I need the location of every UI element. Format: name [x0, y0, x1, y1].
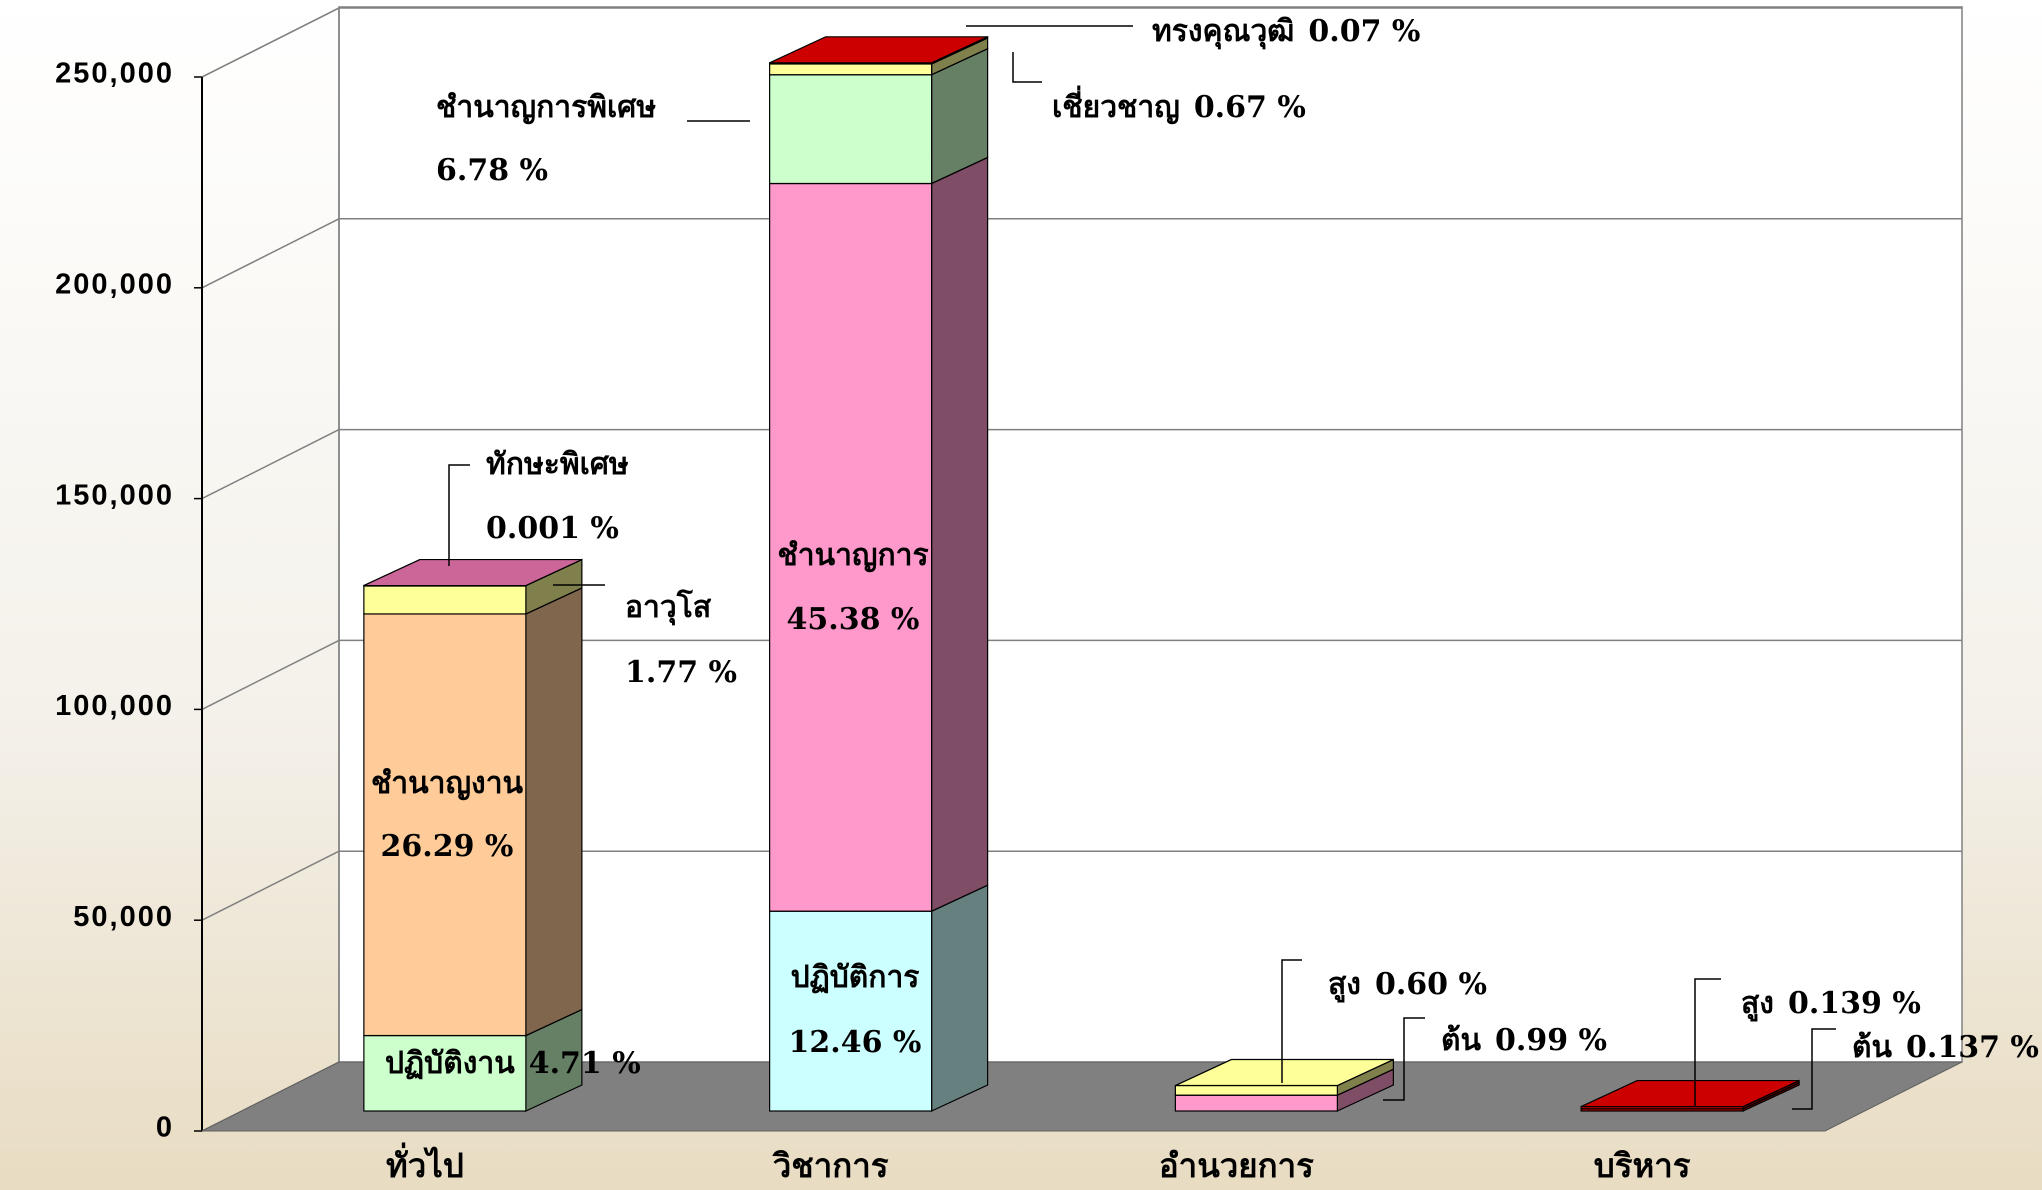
- share-label: 26.29 %: [381, 829, 514, 864]
- series-name: ทรงคุณวุฒิ: [1152, 14, 1294, 50]
- series-name: ต้น: [1441, 1023, 1481, 1058]
- share-label: 0.99 %: [1495, 1023, 1607, 1058]
- x-tick-label: บริหาร: [1594, 1146, 1691, 1185]
- series-name: สูง: [1328, 967, 1361, 1003]
- x-tick-label: อำนวยการ: [1159, 1146, 1314, 1185]
- y-tick-label: 100,000: [55, 690, 174, 722]
- share-label: 4.71 %: [529, 1046, 641, 1081]
- share-label: 0.139 %: [1788, 986, 1921, 1021]
- series-name: ชำนาญงาน: [371, 766, 524, 801]
- share-label: 0.137 %: [1906, 1030, 2039, 1065]
- x-tick-label: วิชาการ: [772, 1146, 888, 1185]
- bar: [364, 586, 526, 614]
- series-name: ต้น: [1852, 1030, 1892, 1065]
- bar: [1175, 1086, 1337, 1096]
- page: {"chart_data": {"type": "bar3d", "catego…: [0, 0, 2042, 1190]
- bar: [1175, 1095, 1337, 1111]
- data-label: สูง 0.139 %: [1741, 986, 1921, 1022]
- bar: [770, 911, 932, 1111]
- series-name: ทักษะพิเศษ: [486, 447, 629, 482]
- share-label: 0.60 %: [1375, 967, 1487, 1002]
- share-label: 1.77 %: [625, 655, 737, 690]
- bar-side: [526, 588, 582, 1036]
- y-tick-label: 150,000: [55, 479, 174, 511]
- share-label: 12.46 %: [789, 1025, 922, 1060]
- share-label: 45.38 %: [787, 602, 920, 637]
- y-tick-label: 50,000: [73, 901, 174, 933]
- bar: [364, 614, 526, 1036]
- series-name: เชี่ยวชาญ: [1052, 85, 1180, 125]
- series-name: สูง: [1741, 986, 1774, 1022]
- data-label: ทรงคุณวุฒิ 0.07 %: [1152, 14, 1420, 50]
- x-tick-label: ทั่วไป: [386, 1142, 464, 1185]
- series-name: ชำนาญการ: [777, 538, 928, 573]
- bar: [770, 75, 932, 184]
- y-tick-label: 200,000: [55, 268, 174, 300]
- data-label: ต้น 0.99 %: [1441, 1023, 1607, 1058]
- y-tick-label: 0: [156, 1112, 174, 1144]
- series-name: ปฏิบัติการ: [791, 960, 920, 995]
- data-label: สูง 0.60 %: [1328, 967, 1487, 1003]
- bar-side: [932, 885, 988, 1111]
- data-label: ปฏิบัติงาน 4.71 %: [385, 1046, 641, 1081]
- bar: [770, 64, 932, 75]
- series-name: อาวุโส: [625, 588, 712, 626]
- y-tick-label: 250,000: [55, 58, 174, 90]
- share-label: 0.07 %: [1308, 14, 1420, 49]
- data-label: เชี่ยวชาญ 0.67 %: [1052, 85, 1306, 125]
- share-label: 0.001 %: [486, 511, 619, 546]
- chart: 0 50,000 100,000 150,000 200,000 250,000 ทั่วไ…: [0, 0, 2042, 1190]
- share-label: 0.67 %: [1194, 90, 1306, 125]
- data-label: ต้น 0.137 %: [1852, 1030, 2039, 1065]
- series-name: ชำนาญการพิเศษ: [436, 90, 656, 125]
- series-name: ปฏิบัติงาน: [385, 1046, 515, 1081]
- bar-side: [932, 157, 988, 911]
- share-label: 6.78 %: [436, 153, 548, 188]
